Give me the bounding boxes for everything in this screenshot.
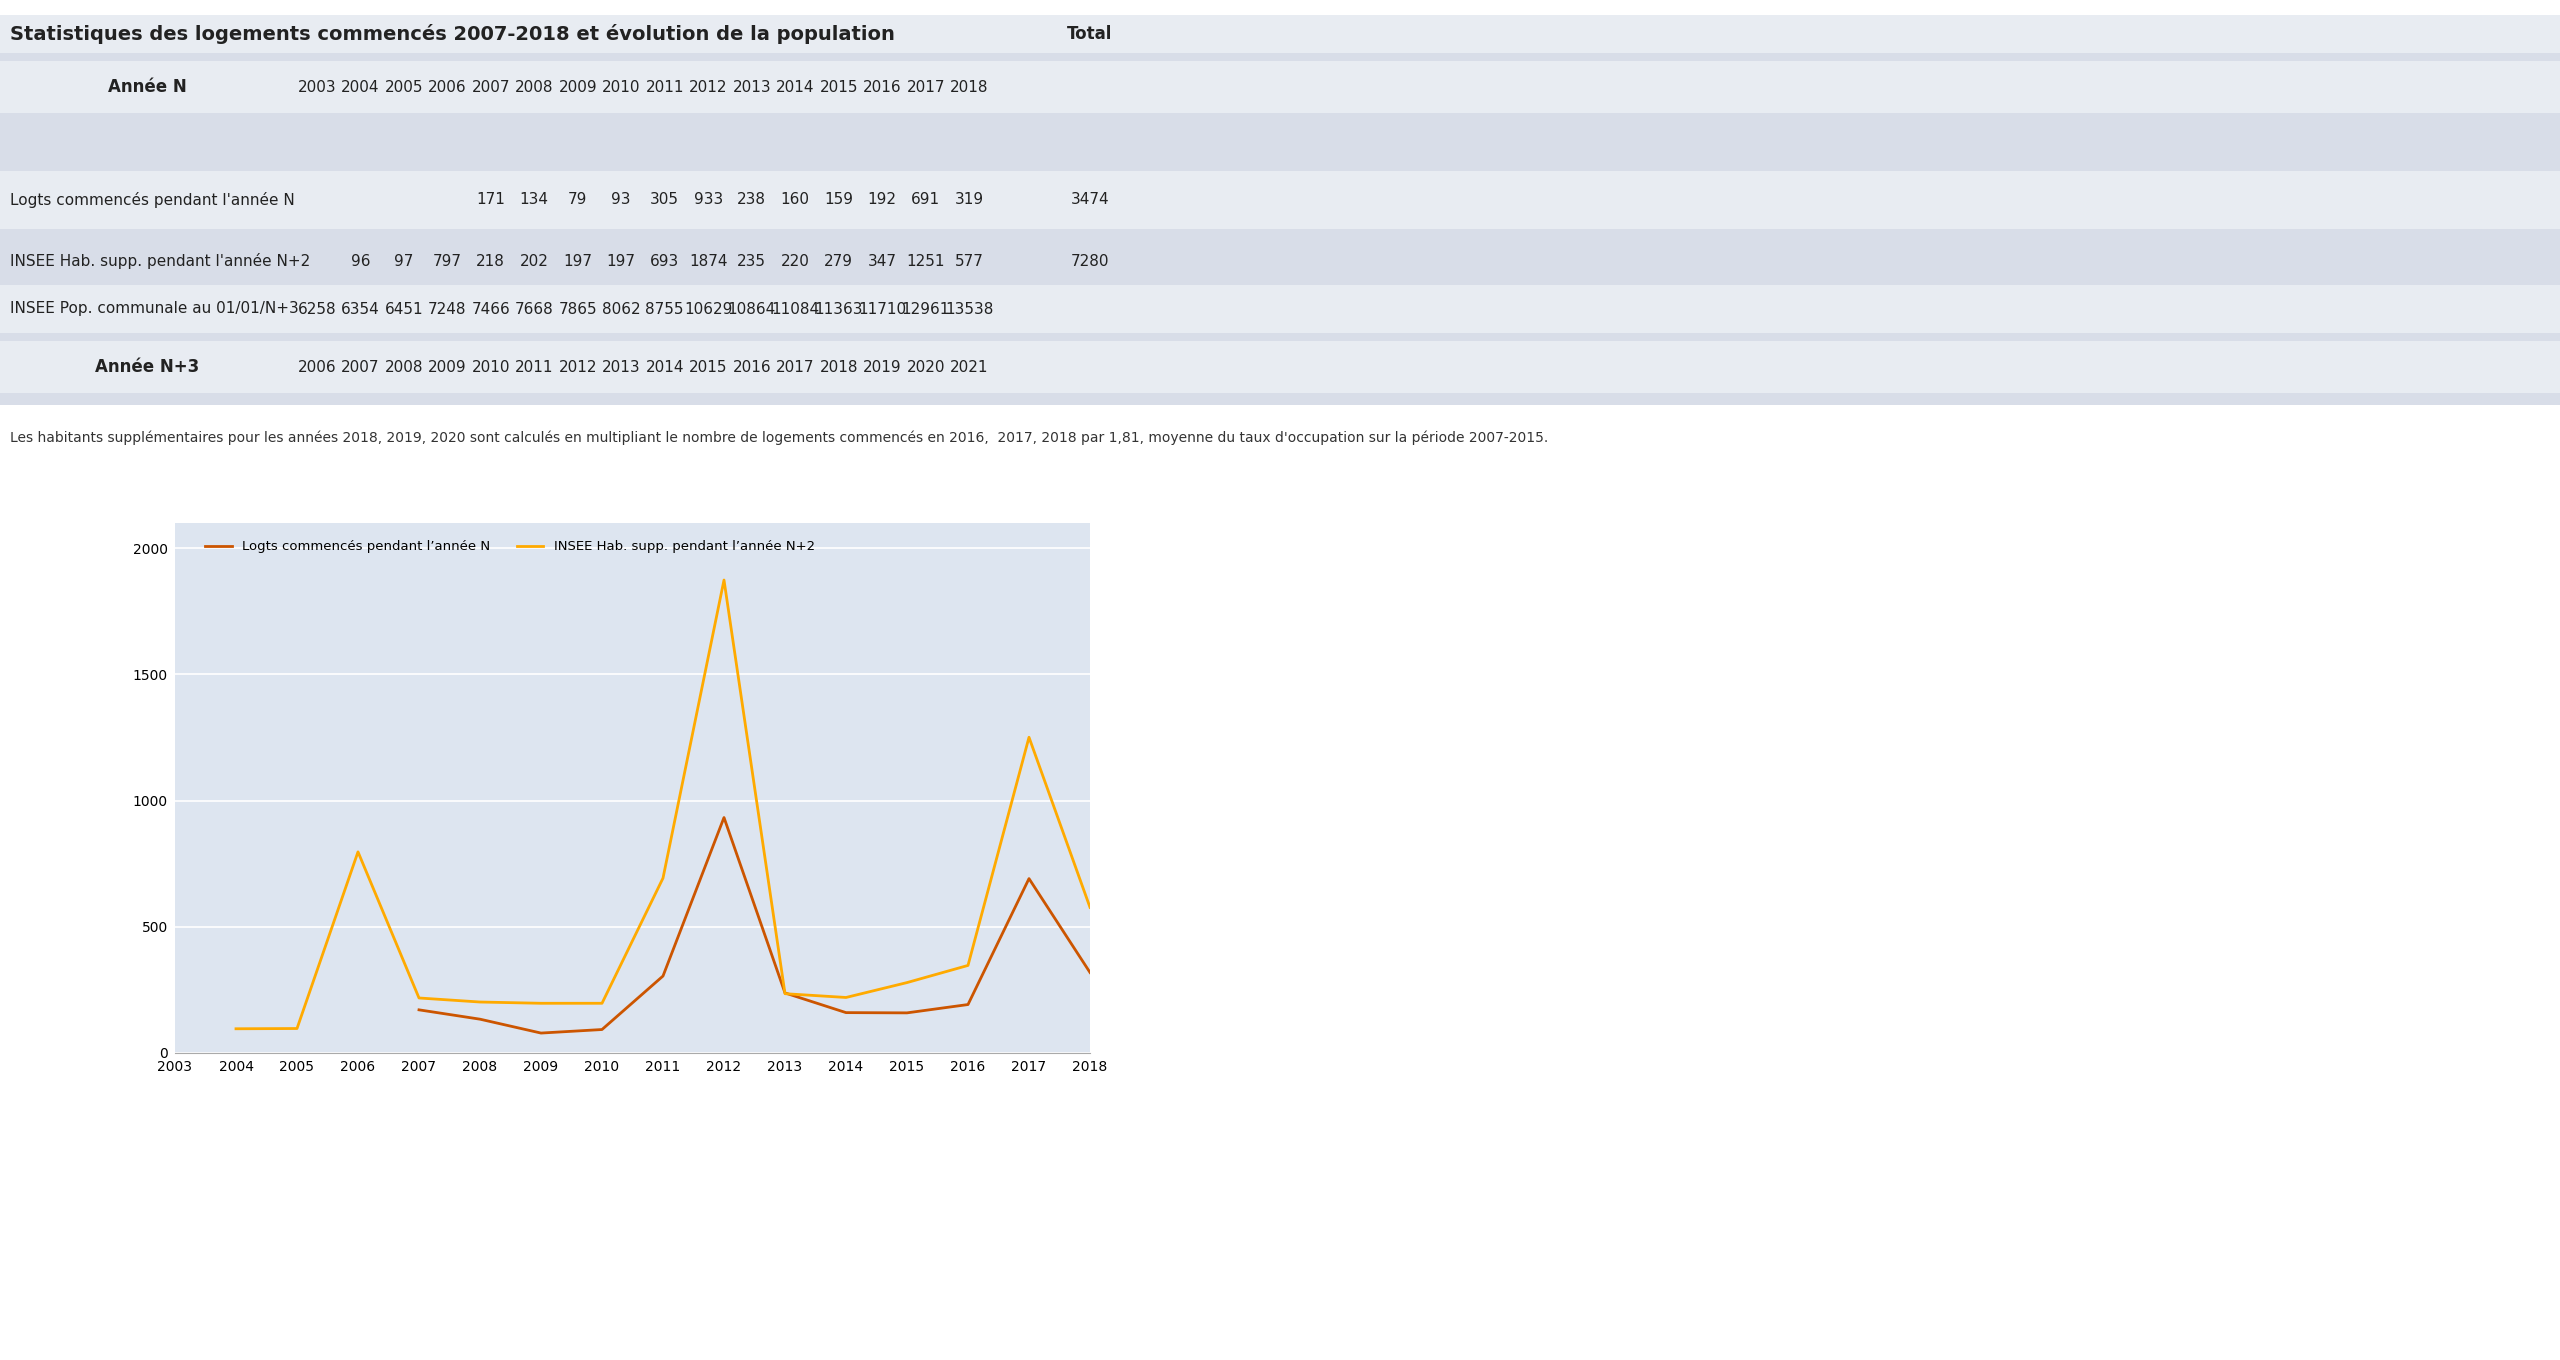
- Text: 97: 97: [394, 253, 412, 268]
- Text: 2012: 2012: [689, 79, 727, 94]
- Text: 7466: 7466: [471, 302, 509, 317]
- Text: 305: 305: [650, 193, 678, 208]
- Text: 2003: 2003: [297, 79, 335, 94]
- Text: 235: 235: [737, 253, 765, 268]
- Text: 7668: 7668: [515, 302, 553, 317]
- Text: 2016: 2016: [863, 79, 901, 94]
- Text: 2015: 2015: [689, 359, 727, 374]
- Text: 2010: 2010: [602, 79, 640, 94]
- Text: 2019: 2019: [863, 359, 901, 374]
- Text: 8755: 8755: [645, 302, 684, 317]
- Text: 197: 197: [607, 253, 635, 268]
- Text: 2013: 2013: [602, 359, 640, 374]
- Text: 933: 933: [694, 193, 722, 208]
- Text: 797: 797: [433, 253, 461, 268]
- Text: 2009: 2009: [558, 79, 596, 94]
- Bar: [0, 393, 2560, 405]
- Text: Année N+3: Année N+3: [95, 358, 200, 375]
- Bar: [0, 228, 2560, 237]
- Text: Logts commencés pendant l'année N: Logts commencés pendant l'année N: [10, 192, 294, 208]
- Text: 238: 238: [737, 193, 765, 208]
- Text: 279: 279: [824, 253, 852, 268]
- Bar: [0, 61, 2560, 113]
- Text: 11084: 11084: [771, 302, 819, 317]
- Text: 2015: 2015: [819, 79, 858, 94]
- Text: 319: 319: [955, 193, 983, 208]
- Text: 7865: 7865: [558, 302, 596, 317]
- Text: 13538: 13538: [945, 302, 993, 317]
- Text: Les habitants supplémentaires pour les années 2018, 2019, 2020 sont calculés en : Les habitants supplémentaires pour les a…: [10, 431, 1549, 445]
- Text: 2008: 2008: [515, 79, 553, 94]
- Text: 11363: 11363: [814, 302, 863, 317]
- Text: 93: 93: [612, 193, 630, 208]
- Text: 192: 192: [868, 193, 896, 208]
- Text: 10629: 10629: [684, 302, 732, 317]
- Text: 2017: 2017: [906, 79, 945, 94]
- Bar: [0, 237, 2560, 286]
- Text: 6354: 6354: [340, 302, 379, 317]
- Text: 1251: 1251: [906, 253, 945, 268]
- Text: 2008: 2008: [384, 359, 422, 374]
- Text: Total: Total: [1068, 24, 1114, 44]
- Text: 6451: 6451: [384, 302, 422, 317]
- Bar: [0, 15, 2560, 53]
- Text: 2018: 2018: [819, 359, 858, 374]
- Bar: [0, 113, 2560, 171]
- Text: 2010: 2010: [471, 359, 509, 374]
- Text: 96: 96: [351, 253, 371, 268]
- Text: 2007: 2007: [471, 79, 509, 94]
- Text: 2009: 2009: [428, 359, 466, 374]
- Text: 79: 79: [568, 193, 586, 208]
- Text: 10864: 10864: [727, 302, 776, 317]
- Text: 2012: 2012: [558, 359, 596, 374]
- Text: 8062: 8062: [602, 302, 640, 317]
- Text: 2013: 2013: [732, 79, 771, 94]
- Text: INSEE Hab. supp. pendant l'année N+2: INSEE Hab. supp. pendant l'année N+2: [10, 253, 310, 269]
- Text: 6258: 6258: [297, 302, 335, 317]
- Text: 7248: 7248: [428, 302, 466, 317]
- Text: Statistiques des logements commencés 2007-2018 et évolution de la population: Statistiques des logements commencés 200…: [10, 24, 896, 44]
- Text: 218: 218: [476, 253, 504, 268]
- Text: 11710: 11710: [858, 302, 906, 317]
- Text: 2011: 2011: [515, 359, 553, 374]
- Text: 7280: 7280: [1070, 253, 1108, 268]
- Text: 171: 171: [476, 193, 504, 208]
- Text: 3474: 3474: [1070, 193, 1108, 208]
- Text: 12961: 12961: [901, 302, 950, 317]
- Text: 220: 220: [781, 253, 809, 268]
- Bar: [0, 53, 2560, 61]
- Bar: [0, 341, 2560, 393]
- Text: 159: 159: [824, 193, 852, 208]
- Text: 2007: 2007: [340, 359, 379, 374]
- Text: 347: 347: [868, 253, 896, 268]
- Text: 2005: 2005: [384, 79, 422, 94]
- Text: 202: 202: [520, 253, 548, 268]
- Text: 160: 160: [781, 193, 809, 208]
- Text: 2021: 2021: [950, 359, 988, 374]
- Bar: [0, 286, 2560, 333]
- Text: 693: 693: [650, 253, 678, 268]
- Legend: Logts commencés pendant l’année N, INSEE Hab. supp. pendant l’année N+2: Logts commencés pendant l’année N, INSEE…: [200, 534, 819, 559]
- Text: 134: 134: [520, 193, 548, 208]
- Text: Année N: Année N: [108, 78, 187, 97]
- Text: 2020: 2020: [906, 359, 945, 374]
- Text: INSEE Pop. communale au 01/01/N+3: INSEE Pop. communale au 01/01/N+3: [10, 302, 300, 317]
- Text: 2006: 2006: [428, 79, 466, 94]
- Text: 2014: 2014: [645, 359, 684, 374]
- Text: 1874: 1874: [689, 253, 727, 268]
- Text: 2017: 2017: [776, 359, 814, 374]
- Text: 577: 577: [955, 253, 983, 268]
- Text: 197: 197: [563, 253, 591, 268]
- Text: 2018: 2018: [950, 79, 988, 94]
- Bar: [0, 333, 2560, 341]
- Text: 2014: 2014: [776, 79, 814, 94]
- Text: 2006: 2006: [297, 359, 335, 374]
- Text: 2016: 2016: [732, 359, 771, 374]
- Text: 691: 691: [911, 193, 940, 208]
- Text: 2004: 2004: [340, 79, 379, 94]
- Text: 2011: 2011: [645, 79, 684, 94]
- Bar: [0, 171, 2560, 228]
